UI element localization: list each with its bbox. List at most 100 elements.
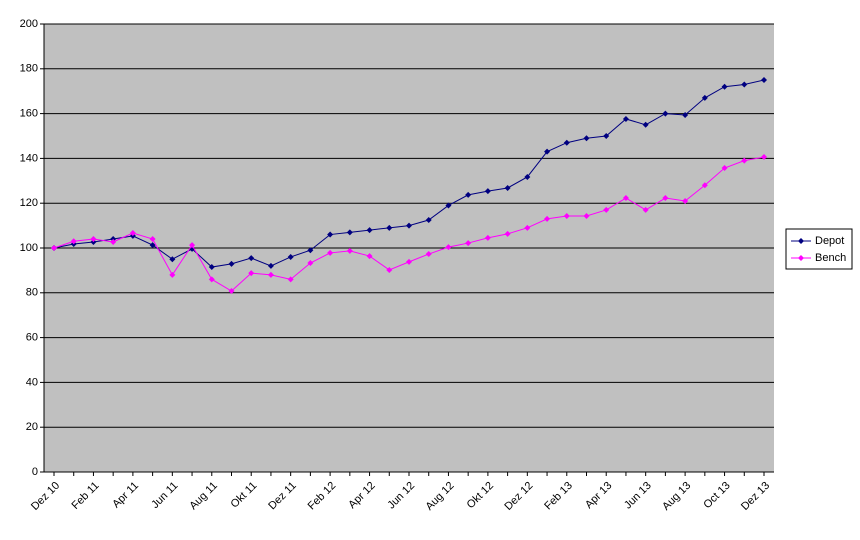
y-tick-label: 160 — [20, 108, 38, 120]
data-point — [366, 253, 373, 260]
data-point — [366, 227, 373, 234]
data-point — [248, 270, 255, 277]
data-point — [327, 249, 334, 256]
data-point — [642, 206, 649, 213]
x-tick-label: Dez 11 — [266, 480, 299, 513]
data-point — [504, 230, 511, 237]
data-point — [327, 231, 334, 238]
x-tick-label: Dez 10 — [29, 480, 62, 513]
x-tick-label: Okt 12 — [465, 480, 496, 511]
data-point — [741, 157, 748, 164]
data-point — [386, 224, 393, 231]
x-tick-label: Oct 13 — [701, 480, 732, 511]
legend-marker — [798, 238, 804, 244]
data-point — [425, 251, 432, 258]
data-point — [208, 264, 215, 271]
data-point — [662, 110, 669, 117]
x-tick-label: Aug 13 — [660, 480, 693, 513]
data-point — [307, 260, 314, 267]
data-point — [484, 188, 491, 195]
data-point — [622, 195, 629, 202]
data-point — [346, 247, 353, 254]
data-point — [90, 236, 97, 243]
data-point — [307, 247, 314, 254]
data-point — [70, 238, 77, 245]
data-point — [741, 81, 748, 88]
data-point — [287, 253, 294, 260]
data-point — [563, 139, 570, 146]
data-point — [583, 212, 590, 219]
y-tick-label: 0 — [32, 466, 38, 478]
data-point — [228, 260, 235, 267]
data-point — [248, 255, 255, 262]
data-point — [563, 212, 570, 219]
data-point — [504, 184, 511, 191]
data-point — [465, 191, 472, 198]
data-point — [445, 244, 452, 251]
data-point — [228, 288, 235, 295]
data-point — [761, 154, 767, 161]
data-point — [169, 271, 176, 278]
x-tick-label: Aug 11 — [187, 480, 220, 513]
data-point — [721, 83, 728, 90]
x-tick-label: Apr 12 — [346, 480, 377, 511]
data-point — [406, 222, 412, 229]
x-tick-label: Feb 13 — [542, 480, 575, 513]
x-tick-label: Aug 12 — [423, 480, 456, 513]
x-tick-label: Jun 11 — [149, 480, 180, 511]
data-point — [406, 258, 412, 265]
x-tick-label: Apr 13 — [583, 480, 614, 511]
data-point — [642, 121, 649, 128]
data-point — [662, 195, 669, 202]
data-point — [110, 238, 117, 245]
data-point — [169, 256, 176, 263]
data-point — [761, 77, 767, 83]
data-point — [484, 234, 491, 241]
data-point — [544, 215, 551, 222]
data-point — [544, 148, 551, 155]
y-tick-label: 200 — [20, 18, 38, 30]
data-point — [189, 242, 196, 249]
data-point — [701, 182, 708, 189]
x-tick-label: Okt 11 — [229, 480, 260, 511]
y-tick-label: 100 — [20, 242, 38, 254]
x-tick-label: Jun 13 — [622, 480, 654, 512]
data-point — [425, 217, 432, 223]
data-point — [524, 224, 531, 231]
data-point — [149, 236, 156, 243]
x-tick-label: Dez 13 — [739, 480, 772, 513]
y-tick-label: 120 — [20, 197, 38, 209]
data-point — [386, 266, 393, 273]
data-point — [622, 115, 629, 122]
y-tick-label: 60 — [26, 332, 38, 344]
data-point — [287, 276, 294, 283]
data-point — [701, 94, 708, 101]
x-tick-label: Feb 12 — [306, 480, 339, 513]
y-tick-label: 180 — [20, 63, 38, 75]
data-point — [583, 135, 590, 142]
y-tick-label: 80 — [26, 287, 38, 299]
data-point — [445, 202, 452, 209]
data-point — [267, 271, 274, 278]
x-tick-label: Feb 11 — [69, 480, 101, 512]
data-point — [721, 165, 728, 172]
data-point — [465, 240, 472, 247]
data-point — [524, 173, 531, 180]
data-point — [603, 133, 610, 139]
x-tick-label: Apr 11 — [110, 480, 141, 511]
data-point — [129, 229, 136, 236]
data-point — [603, 206, 610, 213]
legend-label: Depot — [815, 235, 844, 247]
data-point — [208, 276, 215, 283]
legend — [785, 228, 853, 270]
data-point — [346, 229, 353, 236]
y-tick-label: 20 — [26, 421, 38, 433]
data-point — [682, 111, 689, 118]
legend-marker — [798, 255, 804, 261]
x-tick-label: Dez 12 — [502, 480, 535, 513]
data-point — [682, 197, 689, 204]
data-point — [267, 262, 274, 269]
x-tick-label: Jun 12 — [385, 480, 417, 512]
y-tick-label: 140 — [20, 152, 38, 164]
